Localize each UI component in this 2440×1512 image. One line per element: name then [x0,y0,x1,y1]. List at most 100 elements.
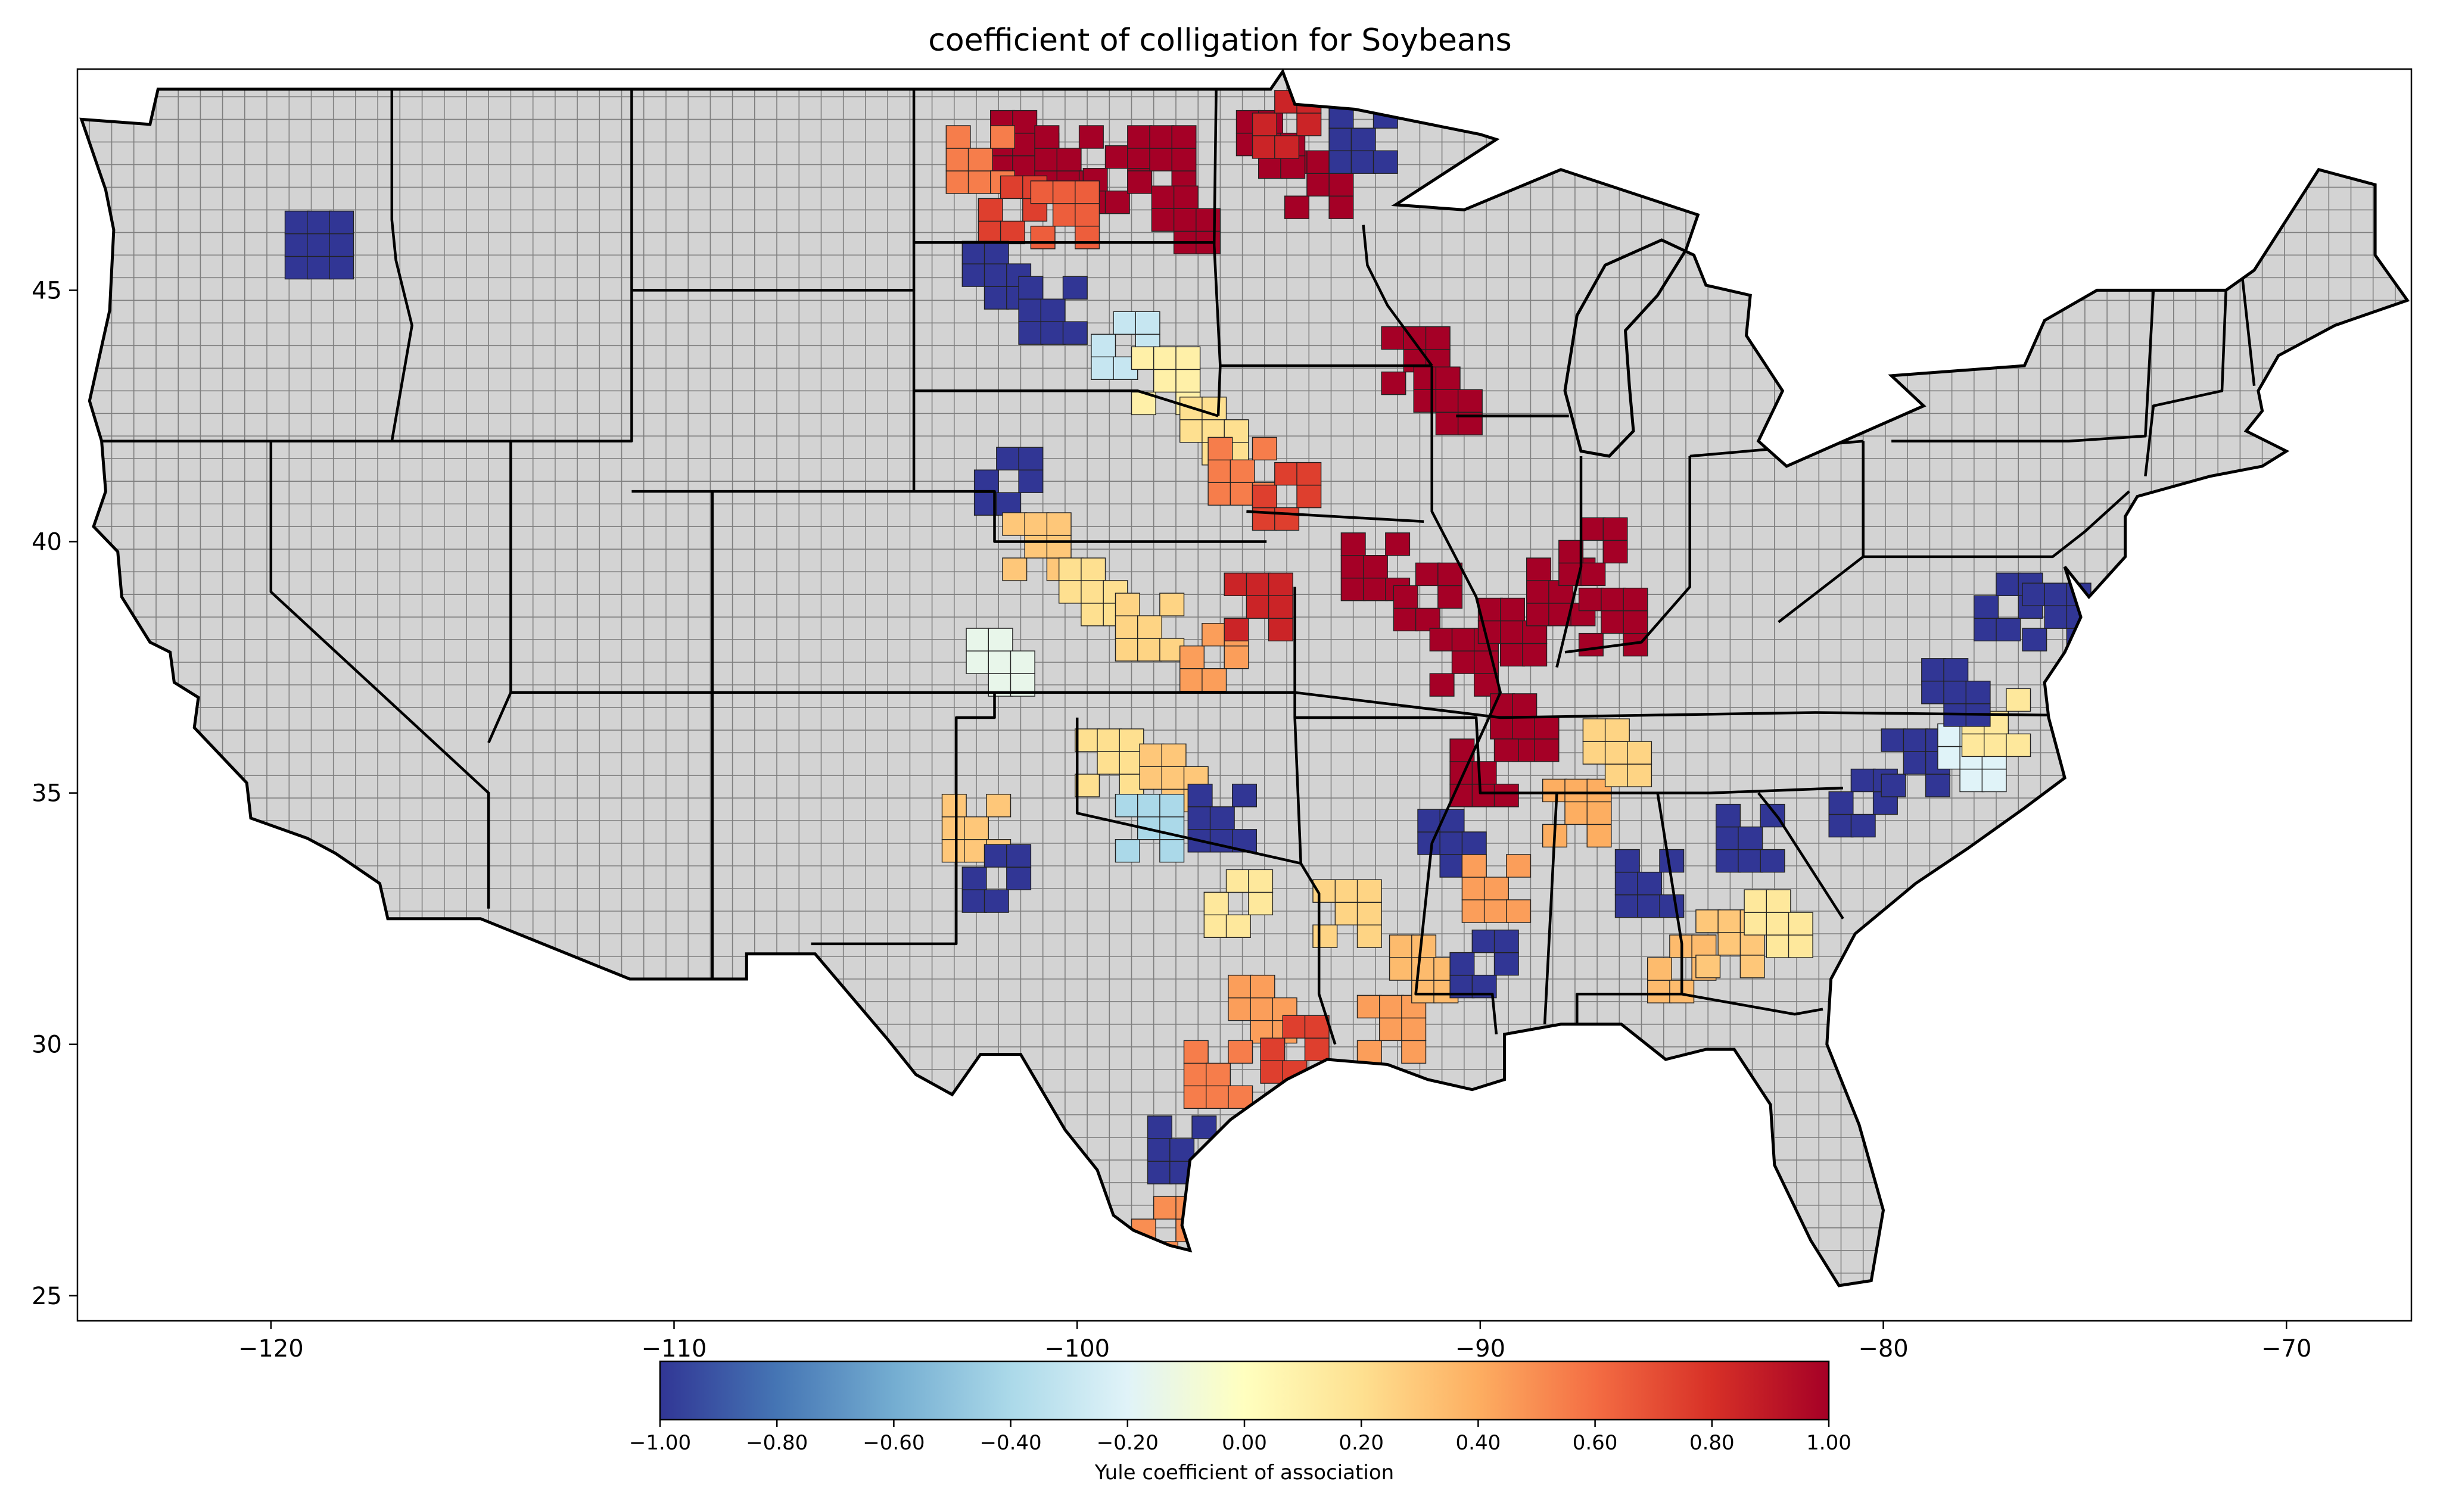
data-region [1147,1115,1217,1184]
county-cell [1578,632,1604,657]
county-cell [1328,127,1354,151]
county-cell [1135,311,1160,335]
data-region [1115,793,1185,863]
county-cell [1522,643,1548,667]
county-cell [1284,195,1309,219]
county-cell [284,210,310,235]
county-cell [984,889,1009,913]
county-cell [1252,437,1277,461]
data-region [1921,658,1991,727]
county-cell [1393,585,1418,609]
county-cell [1356,1040,1382,1064]
county-cell [966,628,991,651]
county-cell [1296,90,1322,114]
county-cell [1147,1161,1172,1184]
county-cell [1012,132,1038,157]
county-cell [986,793,1012,818]
county-cell [1744,889,1769,913]
state-boundary [1891,290,2155,442]
colorbar: −1.00 −0.80 −0.60 −0.40 −0.20 0.00 0.20 0.40 0.6… [629,1360,1851,1485]
county-cell [1413,366,1439,390]
county-cell [1983,733,2009,757]
county-cell [1582,741,1608,765]
county-cell [1439,809,1465,833]
data-region [1356,995,1427,1064]
county-cell [1131,346,1156,370]
county-cell [1471,784,1497,808]
county-cell [1381,326,1406,350]
county-cell [1340,532,1366,556]
county-cell [1228,1085,1253,1109]
county-cell [1175,346,1201,370]
county-cell [1018,321,1044,345]
county-cell [1161,766,1187,790]
county-cell [1586,824,1612,848]
county-cell [1191,1161,1217,1184]
county-cell [1526,580,1551,604]
data-region [1252,462,1322,531]
county-cell [1228,974,1253,999]
county-cell [1921,658,1947,682]
county-cell [1250,974,1275,999]
county-cell [1389,934,1414,958]
county-cell [1179,419,1205,443]
county-cell [329,210,354,235]
county-cell [1115,838,1140,863]
data-region [1228,974,1297,1044]
data-region [1058,557,1128,626]
county-cell [1081,580,1106,604]
data-region [1340,532,1411,601]
county-cell [1340,578,1366,601]
county-cell [1230,482,1255,506]
county-cell [1312,924,1338,948]
county-cell [1024,512,1050,536]
county-cell [1012,155,1038,179]
y-tick-label: 45 [32,277,62,304]
county-cell [1604,718,1630,742]
county-cell [1173,185,1199,209]
county-cell [996,492,1022,516]
county-cell [1350,127,1376,151]
county-cell [1296,462,1322,486]
county-cell [978,198,1003,222]
county-cell [1506,854,1532,878]
county-cell [1558,540,1584,564]
county-cell [1461,877,1487,900]
x-tick-label: −80 [1858,1335,1908,1363]
county-cell [984,263,1009,287]
county-cell [1062,321,1088,345]
county-cell [1274,135,1300,159]
data-region [1393,562,1463,632]
county-cell [1139,766,1165,790]
land-area [81,71,2408,1286]
county-cell [1075,728,1100,752]
county-cell [1151,185,1177,209]
county-cell [1187,806,1213,830]
county-cell [1081,603,1106,626]
county-cell [1974,618,1999,642]
county-cell [1187,784,1213,808]
county-cell [1224,572,1249,596]
county-cell [1159,793,1185,818]
county-cell [1534,716,1560,740]
county-cell [1205,1085,1231,1109]
county-cell [1131,1241,1156,1265]
county-cell [1097,728,1122,752]
county-cell [1647,957,1672,981]
county-cell [1461,899,1487,923]
county-cell [996,447,1022,470]
county-cell [1010,650,1035,674]
colorbar-tick-label: −0.80 [746,1431,808,1455]
county-cell [984,286,1009,310]
state-boundary [914,389,1219,417]
county-cell [329,233,354,257]
colorbar-tick-label: −0.40 [979,1431,1041,1455]
county-cell [1252,484,1277,509]
county-cell [1389,957,1414,981]
x-tick-label: −120 [238,1335,304,1363]
county-cell [1601,610,1626,634]
county-cell [1104,191,1130,214]
county-cell [1921,681,1947,704]
county-cell [1659,849,1685,873]
county-cell [1451,650,1477,674]
